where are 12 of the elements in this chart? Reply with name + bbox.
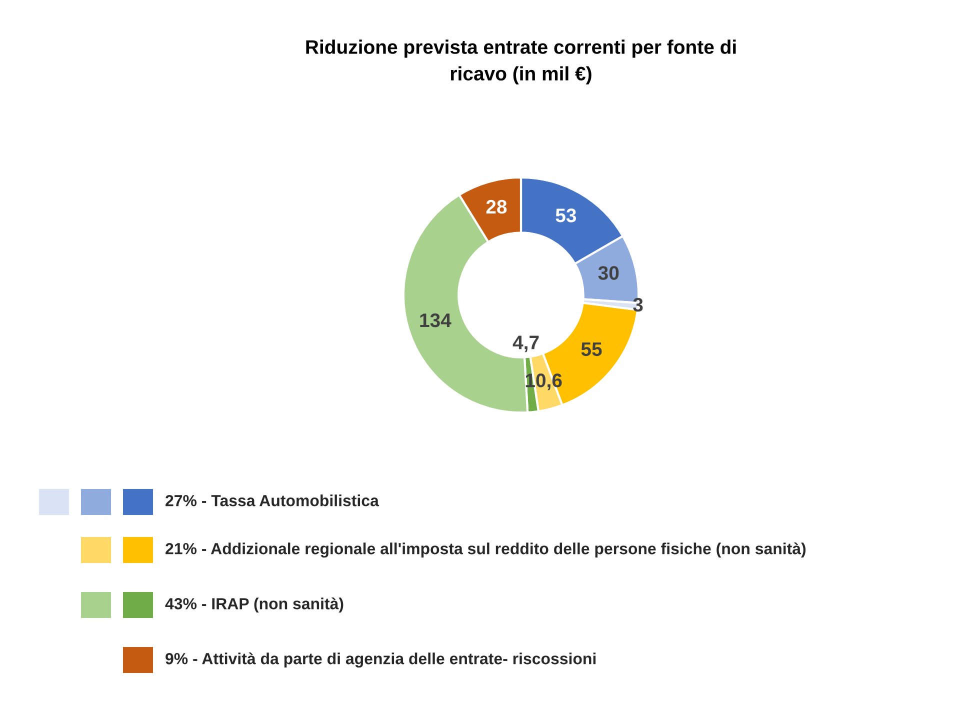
data-label: 3 xyxy=(633,298,643,312)
data-label: 28 xyxy=(486,200,507,214)
data-label: 134 xyxy=(420,313,452,328)
legend-label: 27% - Tassa Automobilistica xyxy=(166,494,380,506)
legend-label: 9% - Attività da parte di agenzia delle entrate- riscossioni xyxy=(166,652,596,668)
data-label: 53 xyxy=(556,208,576,222)
legend-label: 21% - Addizionale regionale all'imposta sul reddito delle persone fisiche (non sanità) xyxy=(166,542,806,558)
data-label: 30 xyxy=(598,266,619,280)
data-label: 55 xyxy=(581,342,602,356)
legend-label: 43% - IRAP (non sanità) xyxy=(165,597,344,613)
chart-title: Riduzione prevista entrate correnti per fonte di ricavo (in mil €) xyxy=(306,40,736,84)
data-label: 4,7 xyxy=(512,336,539,352)
